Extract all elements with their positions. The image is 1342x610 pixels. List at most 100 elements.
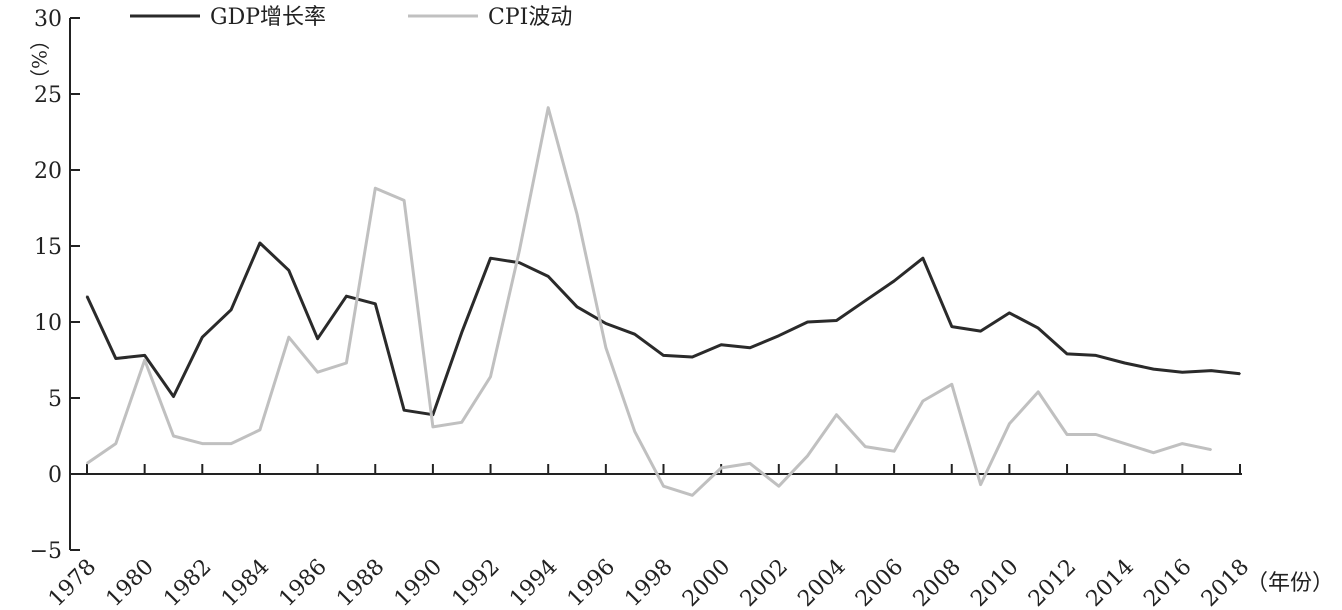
x-tick-label: 1980 <box>102 555 159 610</box>
data-point-cpi <box>172 435 175 437</box>
data-point-cpi <box>259 429 261 431</box>
data-point-gdp <box>893 280 895 282</box>
data-point-gdp <box>720 344 722 346</box>
x-tick-label: 1990 <box>390 555 447 610</box>
x-tick-label: 2008 <box>909 555 966 610</box>
data-point-gdp <box>1210 369 1212 372</box>
data-point-gdp <box>922 257 924 259</box>
data-point-cpi <box>605 347 607 349</box>
data-point-cpi <box>345 362 348 364</box>
legend-label-gdp: GDP增长率 <box>210 5 326 30</box>
data-point-gdp <box>1181 371 1184 373</box>
data-point-gdp <box>403 409 405 411</box>
data-point-cpi <box>1152 451 1155 454</box>
x-tick-label: 2016 <box>1139 555 1196 610</box>
data-point-gdp <box>460 331 463 334</box>
data-point-gdp <box>605 322 607 325</box>
data-point-gdp <box>1095 354 1097 357</box>
y-tick-label: 30 <box>34 7 62 32</box>
data-point-cpi <box>316 371 319 373</box>
data-point-gdp <box>835 319 838 322</box>
x-tick-label: 2012 <box>1024 555 1081 610</box>
y-tick-label: 15 <box>34 235 62 260</box>
data-point-gdp <box>979 330 982 332</box>
data-point-gdp <box>374 302 377 305</box>
series-line-gdp <box>85 241 1241 417</box>
data-point-cpi <box>201 442 204 445</box>
data-point-cpi <box>835 413 838 416</box>
data-point-gdp <box>316 337 319 340</box>
y-axis-unit-label: （%） <box>27 30 51 89</box>
legend-label-cpi: CPI波动 <box>488 5 572 30</box>
data-point-cpi <box>547 106 549 109</box>
data-point-gdp <box>287 269 290 272</box>
data-point-gdp <box>172 395 175 398</box>
data-point-cpi <box>143 359 146 361</box>
data-point-cpi <box>749 462 751 465</box>
data-point-gdp <box>143 354 146 357</box>
data-point-gdp <box>230 309 232 311</box>
data-point-gdp <box>1037 327 1040 329</box>
data-point-gdp <box>691 356 694 358</box>
x-tick-label: 1986 <box>275 555 332 610</box>
data-point-cpi <box>374 187 377 190</box>
x-tick-label: 2014 <box>1082 555 1139 610</box>
data-point-cpi <box>287 336 290 339</box>
x-tick-label: 2002 <box>736 555 793 610</box>
data-point-cpi <box>460 421 463 424</box>
data-point-gdp <box>633 333 636 335</box>
y-tick-label: 10 <box>34 311 62 336</box>
data-point-gdp <box>1152 368 1155 370</box>
data-point-cpi <box>489 375 492 378</box>
data-point-cpi <box>403 199 405 202</box>
data-point-cpi <box>432 426 434 428</box>
data-point-cpi <box>1095 433 1097 436</box>
data-point-cpi <box>86 462 88 465</box>
y-tick-label: −5 <box>30 539 62 564</box>
data-point-cpi <box>950 383 953 386</box>
data-point-gdp <box>1123 362 1126 364</box>
data-point-cpi <box>778 485 780 487</box>
data-point-cpi <box>633 430 636 433</box>
data-point-gdp <box>201 336 204 339</box>
y-tick-label: 25 <box>34 83 62 108</box>
data-point-cpi <box>662 485 665 487</box>
data-point-gdp <box>489 257 492 259</box>
x-tick-label: 1996 <box>563 555 620 610</box>
data-point-gdp <box>576 306 578 308</box>
data-point-gdp <box>115 357 117 360</box>
data-point-gdp <box>86 295 88 297</box>
series-line-cpi <box>86 106 1212 497</box>
data-point-cpi <box>1210 448 1212 451</box>
data-point-gdp <box>1239 372 1241 375</box>
data-point-gdp <box>1066 353 1068 355</box>
data-point-cpi <box>1123 442 1126 445</box>
data-point-cpi <box>230 442 232 445</box>
y-tick-label: 20 <box>34 159 62 184</box>
x-tick-label: 2006 <box>851 555 908 610</box>
data-point-cpi <box>922 400 924 402</box>
data-point-gdp <box>662 354 665 357</box>
data-point-cpi <box>518 249 521 252</box>
data-point-cpi <box>979 483 982 486</box>
series-layer <box>85 106 1241 497</box>
data-point-gdp <box>547 275 549 278</box>
data-point-gdp <box>345 295 348 297</box>
data-point-cpi <box>720 467 722 469</box>
data-point-gdp <box>778 334 780 337</box>
data-point-cpi <box>691 494 694 497</box>
y-tick-label: 0 <box>48 463 62 488</box>
data-point-gdp <box>864 299 867 302</box>
x-tick-label: 2000 <box>678 555 735 610</box>
data-point-gdp <box>518 261 521 264</box>
x-tick-label: 1994 <box>505 555 562 610</box>
data-point-gdp <box>1008 312 1011 314</box>
x-tick-label: 1982 <box>159 555 216 610</box>
data-point-gdp <box>259 242 261 244</box>
data-point-cpi <box>806 454 809 457</box>
y-tick-label: 5 <box>48 387 62 412</box>
x-tick-label: 2010 <box>966 555 1023 610</box>
x-tick-label: 1988 <box>332 555 389 610</box>
data-point-cpi <box>576 213 578 215</box>
